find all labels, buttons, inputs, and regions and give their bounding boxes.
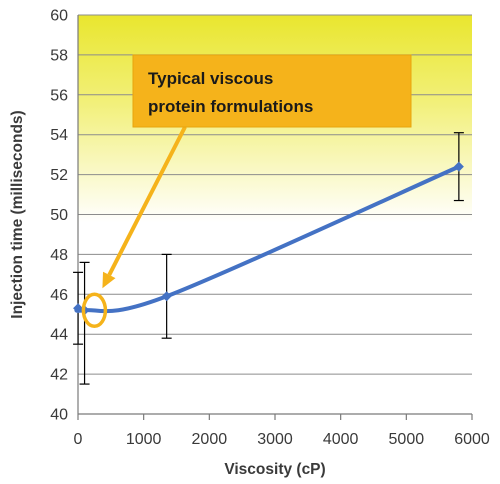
x-tick-label: 6000 — [454, 431, 490, 448]
y-tick-labels: 40 42 44 46 48 50 52 54 56 58 60 — [50, 8, 68, 424]
callout-target-ring — [81, 292, 108, 329]
x-tick-label: 2000 — [192, 431, 228, 448]
x-tick-label: 1000 — [126, 431, 162, 448]
axes — [77, 15, 473, 420]
y-axis-title: Injection time (milliseconds) — [9, 110, 26, 318]
x-tick-label: 5000 — [389, 431, 425, 448]
data-point — [161, 291, 172, 302]
y-tick-label: 52 — [50, 167, 68, 184]
x-tick-labels: 0 1000 2000 3000 4000 5000 6000 — [74, 431, 490, 448]
y-tick-label: 42 — [50, 367, 68, 384]
y-tick-label: 60 — [50, 8, 68, 25]
x-tick-label: 3000 — [257, 431, 293, 448]
x-axis-title: Viscosity (cP) — [224, 461, 325, 478]
callout-arrowhead — [102, 271, 116, 289]
y-tick-label: 46 — [50, 287, 68, 304]
y-tick-label: 58 — [50, 47, 68, 64]
callout-text-line: Typical viscous — [148, 69, 273, 88]
y-tick-label: 40 — [50, 407, 68, 424]
y-tick-label: 56 — [50, 87, 68, 104]
y-tick-label: 50 — [50, 207, 68, 224]
y-tick-label: 44 — [50, 327, 68, 344]
x-tick-label: 0 — [74, 431, 83, 448]
callout-arrow — [107, 126, 187, 276]
y-tick-label: 48 — [50, 247, 68, 264]
y-tick-label: 54 — [50, 127, 68, 144]
callout-text-line: protein formulations — [148, 97, 313, 116]
callout: Typical viscous protein formulations — [81, 54, 412, 329]
callout-box — [132, 54, 412, 128]
data-point — [453, 161, 464, 172]
x-tick-label: 4000 — [323, 431, 359, 448]
